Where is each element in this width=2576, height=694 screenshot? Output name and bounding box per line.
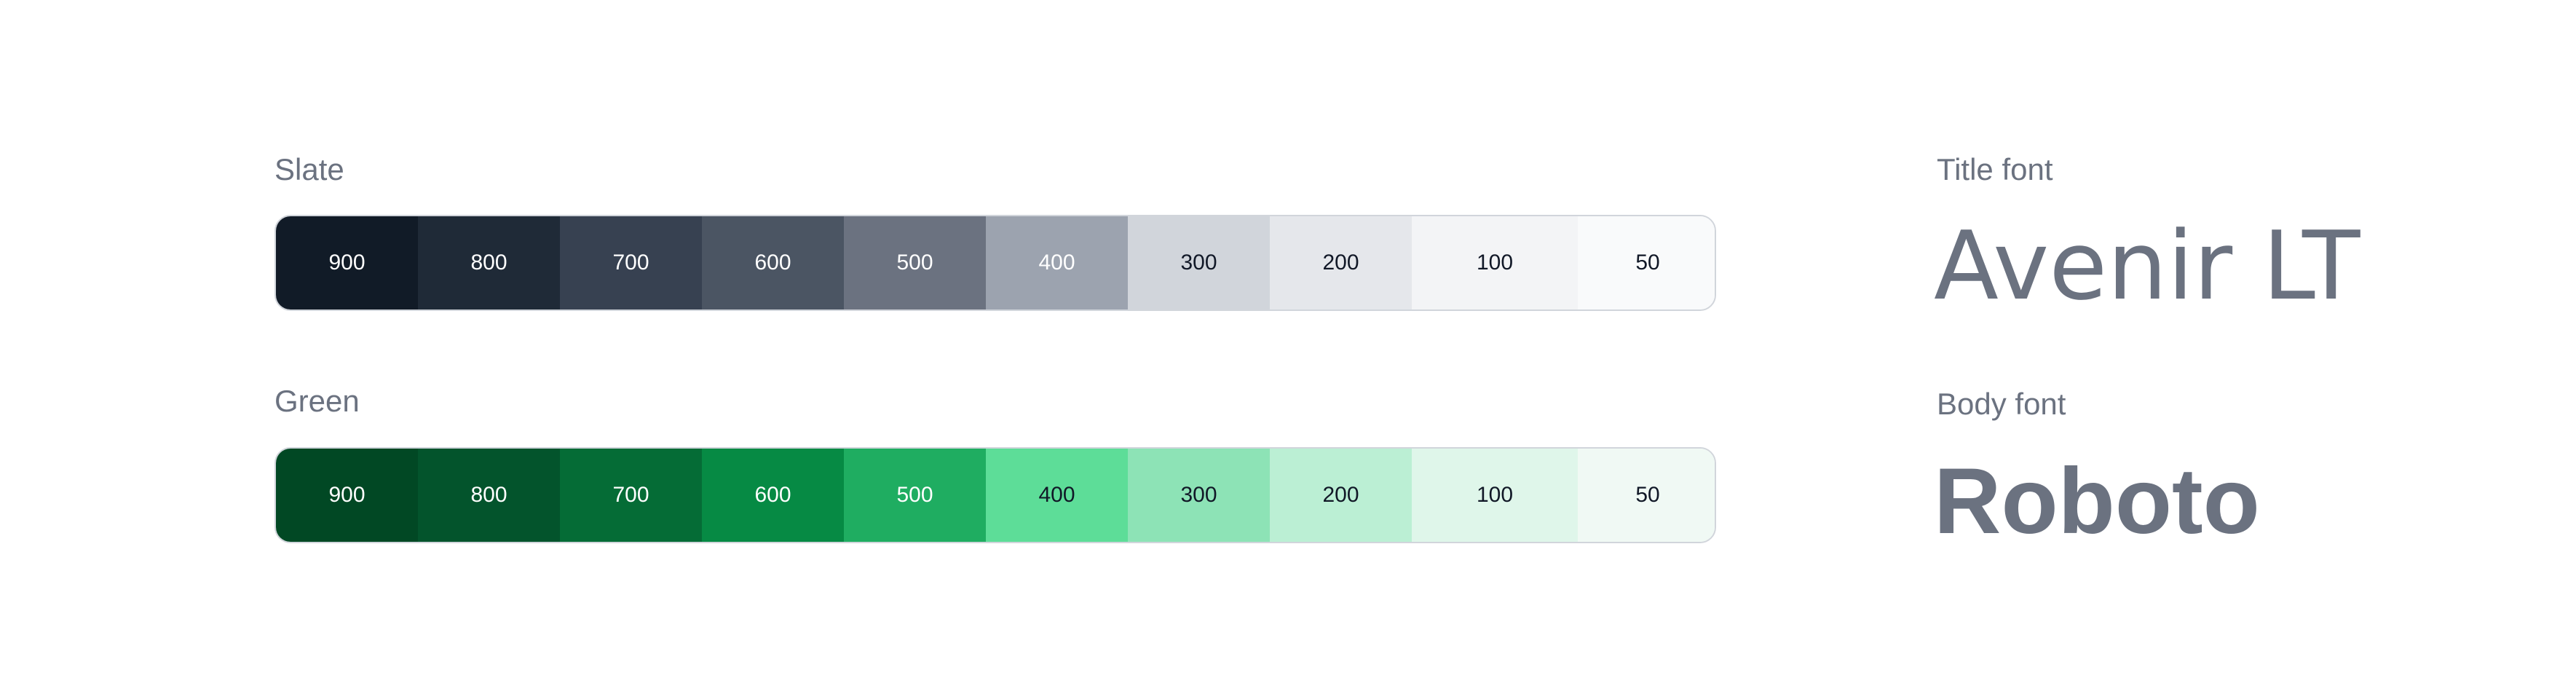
swatch-green-800: 800 [418, 449, 560, 542]
swatch-slate-300: 300 [1128, 216, 1270, 309]
swatch-slate-100: 100 [1412, 216, 1578, 309]
swatch-green-100: 100 [1412, 449, 1578, 542]
swatch-green-900: 900 [276, 449, 418, 542]
swatch-green-50: 50 [1578, 449, 1715, 542]
swatch-bar-slate: 900 800 700 600 500 400 300 200 100 50 [274, 215, 1716, 311]
swatch-green-400: 400 [986, 449, 1128, 542]
swatch-slate-200: 200 [1270, 216, 1412, 309]
body-font-label: Body font [1937, 387, 2066, 421]
swatch-green-300: 300 [1128, 449, 1270, 542]
swatch-green-700: 700 [560, 449, 702, 542]
swatch-bar-green: 900 800 700 600 500 400 300 200 100 50 [274, 447, 1716, 543]
body-font-sample: Roboto [1934, 449, 2260, 553]
swatch-slate-50: 50 [1578, 216, 1715, 309]
title-font-sample: Avenir LT [1934, 210, 2360, 321]
swatch-slate-800: 800 [418, 216, 560, 309]
swatch-slate-500: 500 [844, 216, 986, 309]
swatch-slate-900: 900 [276, 216, 418, 309]
palette-label-slate: Slate [274, 152, 344, 186]
swatch-slate-400: 400 [986, 216, 1128, 309]
swatch-green-600: 600 [702, 449, 844, 542]
swatch-green-200: 200 [1270, 449, 1412, 542]
swatch-slate-600: 600 [702, 216, 844, 309]
swatch-slate-700: 700 [560, 216, 702, 309]
palette-label-green: Green [274, 384, 360, 418]
title-font-label: Title font [1937, 152, 2053, 186]
swatch-green-500: 500 [844, 449, 986, 542]
